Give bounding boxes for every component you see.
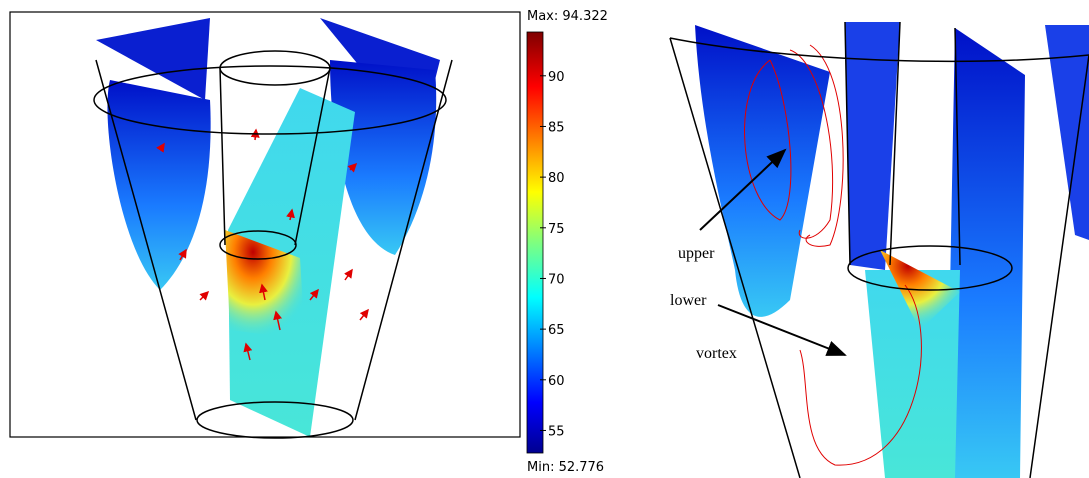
colorbar-tick-label: 85 (548, 120, 565, 135)
annotation-upper: upper (678, 245, 715, 262)
annotation-vortex: vortex (696, 345, 737, 362)
min-label: Min: 52.776 (527, 460, 604, 475)
colorbar-tick-label: 55 (548, 424, 565, 439)
colorbar-tick-label: 75 (548, 222, 565, 237)
colorbar-tick-label: 60 (548, 374, 565, 389)
colorbar: Max: 94.322 Min: 52.776 55 60 65 70 75 80 85 90 (527, 9, 608, 475)
figure: Max: 94.322 Min: 52.776 55 60 65 70 75 80 85 90… (0, 0, 1089, 478)
max-label: Max: 94.322 (527, 9, 608, 24)
annotation-lower: lower (670, 292, 707, 309)
colorbar-tick-label: 80 (548, 171, 565, 186)
left-panel (10, 12, 520, 438)
colorbar-tick-label: 65 (548, 323, 565, 338)
colorbar-tick-label: 90 (548, 70, 565, 85)
right-panel: upper lower vortex (670, 22, 1089, 478)
colorbar-tick-label: 70 (548, 272, 565, 287)
colorbar-gradient (527, 32, 543, 453)
